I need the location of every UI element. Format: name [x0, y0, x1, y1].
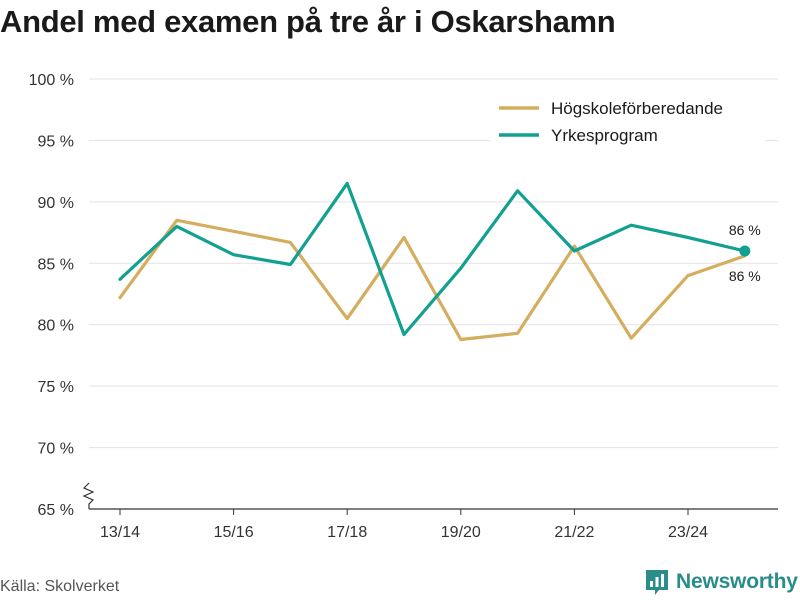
data-labels: 86 % 86 % — [729, 222, 761, 284]
source-note: Källa: Skolverket — [0, 578, 120, 595]
brand-name: Newsworthy — [676, 570, 798, 593]
series-lines — [118, 181, 751, 342]
brand-logo[interactable]: Newsworthy — [644, 568, 798, 596]
y-tick-label: 95 % — [38, 133, 74, 150]
legend-label: Yrkesprogram — [551, 126, 658, 145]
endpoint-marker — [739, 245, 751, 257]
y-tick-label: 65 % — [38, 502, 74, 519]
x-tick-label: 13/14 — [100, 524, 140, 541]
y-tick-label: 80 % — [38, 318, 74, 335]
series-line-h-gskolef-rberedande — [118, 218, 747, 342]
series-line-yrkesprogram — [118, 181, 747, 337]
x-tick-label: 15/16 — [214, 524, 254, 541]
data-label: 86 % — [729, 268, 761, 284]
x-tick-label: 21/22 — [554, 524, 594, 541]
axis-break-icon — [82, 482, 95, 509]
chart-title: Andel med examen på tre år i Oskarshamn — [0, 4, 616, 39]
axes: 65 % 70 % 75 % 80 % 85 % 90 % 95 % 100 % 13/14 15… — [29, 72, 778, 541]
y-tick-label: 75 % — [38, 379, 74, 396]
y-tick-label: 70 % — [38, 441, 74, 458]
data-label: 86 % — [729, 222, 761, 238]
x-tick-label: 17/18 — [327, 524, 367, 541]
newsworthy-logo-icon — [646, 570, 668, 595]
y-tick-label: 100 % — [29, 72, 74, 89]
legend-label: Högskoleförberedande — [551, 99, 723, 118]
x-tick-label: 19/20 — [441, 524, 481, 541]
legend-background — [490, 92, 765, 156]
y-tick-label: 85 % — [38, 256, 74, 273]
legend: Högskoleförberedande Yrkesprogram — [490, 92, 765, 156]
x-tick-label: 23/24 — [668, 524, 708, 541]
y-tick-label: 90 % — [38, 195, 74, 212]
